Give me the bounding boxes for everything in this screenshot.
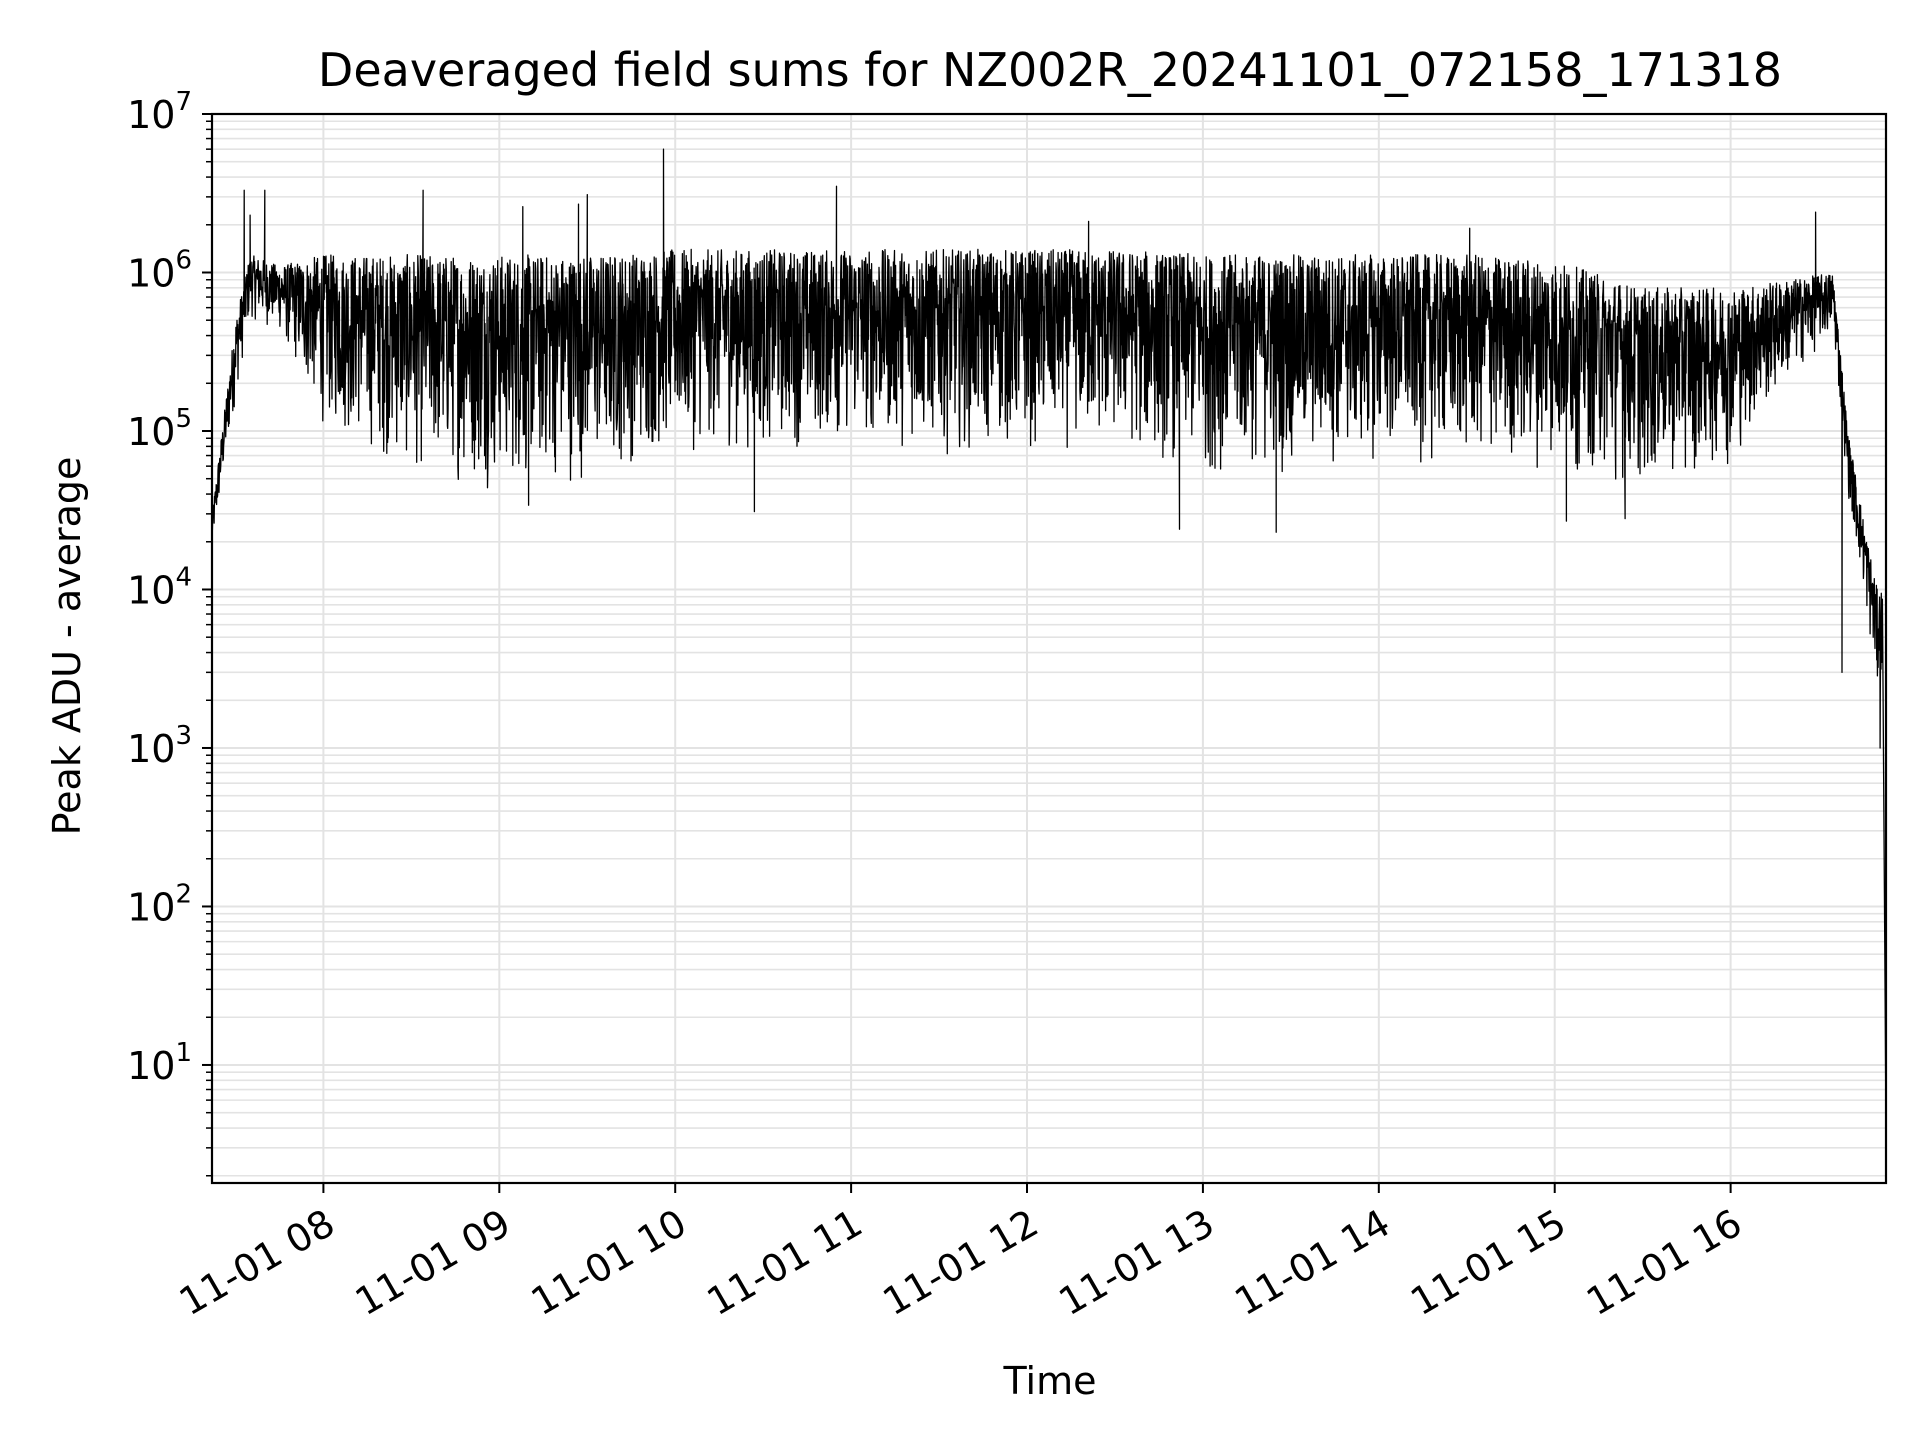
y-tick-label: 102 (127, 879, 192, 929)
series-trace (211, 148, 1887, 1132)
y-tick-label: 107 (127, 87, 192, 137)
x-axis-label: Time (1003, 1359, 1097, 1403)
chart-title: Deaveraged field sums for NZ002R_2024110… (318, 43, 1782, 97)
plot-frame (210, 112, 1888, 1185)
y-axis-ticks: 101 102 103 104 105 106 107 (127, 87, 212, 1177)
y-tick-label: 104 (127, 562, 192, 612)
y-tick-label: 101 (127, 1038, 192, 1088)
y-tick-label: 103 (127, 721, 192, 771)
y-axis-label: Peak ADU - average (45, 457, 89, 836)
y-tick-label: 105 (127, 404, 192, 454)
series-line (211, 148, 1887, 1132)
y-tick-label: 106 (127, 245, 192, 295)
grid-lines (212, 114, 1886, 1183)
